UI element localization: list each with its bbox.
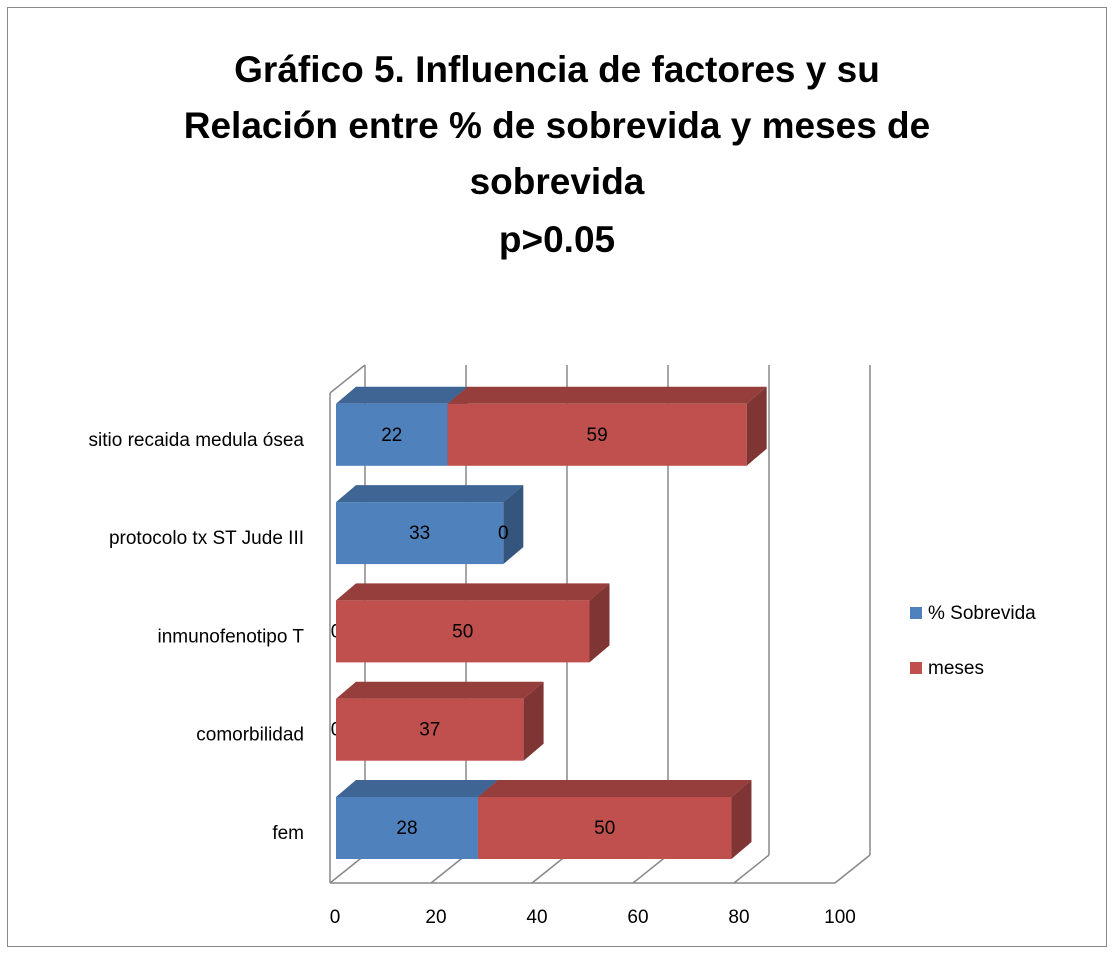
bar-top	[336, 681, 544, 699]
grid-line	[733, 854, 770, 884]
grid-line	[632, 854, 669, 884]
bar-top	[336, 485, 524, 503]
bar-top	[336, 583, 610, 601]
data-label: 37	[419, 720, 440, 741]
bar	[336, 797, 478, 859]
x-tick-label: 60	[627, 907, 648, 928]
bar	[336, 403, 448, 466]
bar-top	[477, 780, 752, 797]
chart-title: Gráfico 5. Influencia de factores y su	[234, 49, 880, 90]
data-label: 28	[396, 818, 417, 839]
legend-label: meses	[928, 658, 984, 679]
data-label: 0	[498, 523, 509, 544]
x-tick-label: 20	[425, 907, 446, 928]
grid-line	[329, 854, 366, 884]
y-tick-label: comorbilidad	[196, 725, 304, 746]
legend-label: % Sobrevida	[928, 603, 1036, 624]
bar	[336, 502, 504, 565]
bar-side	[523, 681, 544, 761]
data-label: 50	[452, 621, 473, 642]
bar	[477, 797, 732, 859]
x-tick-label: 0	[330, 907, 341, 928]
data-label: 50	[594, 818, 615, 839]
grid-line	[531, 854, 568, 884]
y-tick-label: inmunofenotipo T	[158, 626, 305, 647]
bar	[336, 600, 590, 663]
bar-top	[336, 780, 498, 797]
x-tick-label: 40	[526, 907, 547, 928]
bar	[447, 403, 747, 466]
bar	[336, 698, 524, 761]
data-label: 22	[381, 425, 402, 446]
chart-title: Relación entre % de sobrevida y meses de	[184, 105, 931, 146]
bar-top	[447, 386, 767, 404]
legend-swatch	[910, 662, 922, 674]
x-tick-label: 100	[824, 907, 856, 928]
y-tick-label: protocolo tx ST Jude III	[109, 528, 304, 549]
data-label: 59	[587, 425, 608, 446]
bar-top	[336, 386, 468, 404]
bar-side	[589, 583, 610, 663]
y-tick-label: fem	[272, 823, 304, 844]
bar-side	[746, 386, 767, 466]
data-label: 33	[409, 523, 430, 544]
bar-side	[731, 780, 752, 859]
axis-line	[329, 364, 366, 394]
bar-side	[503, 485, 524, 565]
y-tick-label: sitio recaida medula ósea	[89, 430, 305, 451]
x-tick-label: 80	[728, 907, 749, 928]
chart-subtitle: p>0.05	[499, 219, 615, 260]
grid-line	[430, 854, 467, 884]
legend-swatch	[910, 607, 922, 619]
chart-title: sobrevida	[470, 161, 645, 202]
grid-line	[834, 854, 871, 884]
